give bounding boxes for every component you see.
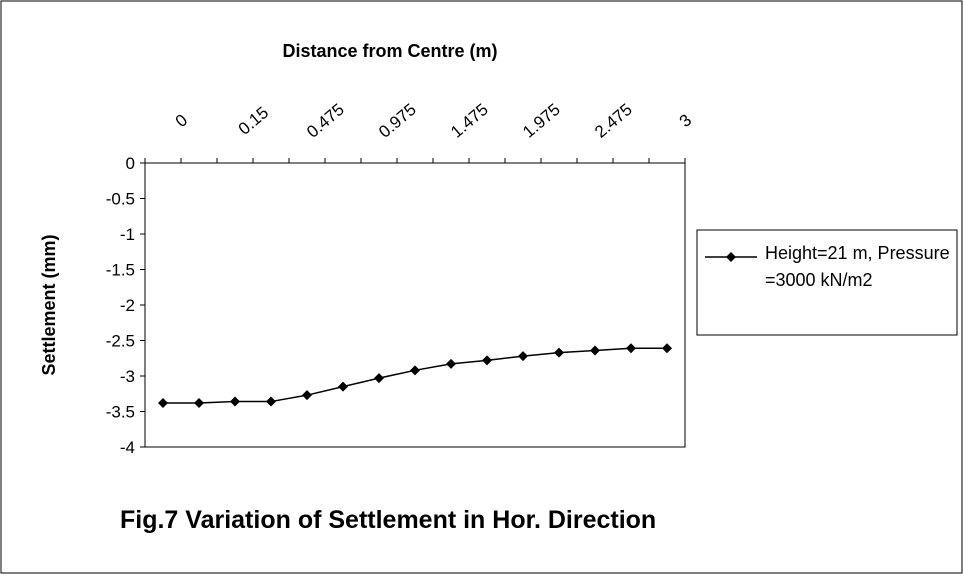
data-point — [554, 347, 564, 358]
data-point — [626, 343, 636, 354]
y-tick-label: -0.5 — [106, 190, 135, 209]
x-axis-title: Distance from Centre (m) — [282, 41, 497, 61]
legend-label: Height=21 m, Pressure =3000 kN/m2 — [765, 243, 950, 290]
data-point — [230, 396, 240, 407]
data-point — [158, 397, 168, 408]
chart-title: Fig.7 Variation of Settlement in Hor. Di… — [120, 506, 656, 534]
data-point — [482, 355, 492, 366]
data-point — [338, 381, 348, 392]
y-tick-label: 0 — [126, 154, 135, 173]
legend-marker — [726, 252, 736, 262]
y-axis-title: Settlement (mm) — [39, 234, 59, 375]
y-tick-label: -2 — [120, 296, 135, 315]
y-tick-label: -1 — [120, 225, 135, 244]
data-point — [374, 373, 384, 384]
y-tick-label: -1.5 — [106, 261, 135, 280]
data-point — [266, 396, 276, 407]
data-point — [518, 351, 528, 362]
legend-box — [696, 229, 958, 336]
y-tick-label: -3 — [120, 367, 135, 386]
data-point — [302, 390, 312, 401]
y-tick-label: -2.5 — [106, 332, 135, 351]
data-point — [446, 358, 456, 369]
plot-area — [144, 162, 686, 448]
data-point — [194, 397, 204, 408]
y-tick-label: -4 — [120, 438, 135, 457]
y-tick-label: -3.5 — [106, 403, 135, 422]
data-point — [662, 343, 672, 354]
data-point — [590, 345, 600, 356]
data-point — [410, 365, 420, 376]
